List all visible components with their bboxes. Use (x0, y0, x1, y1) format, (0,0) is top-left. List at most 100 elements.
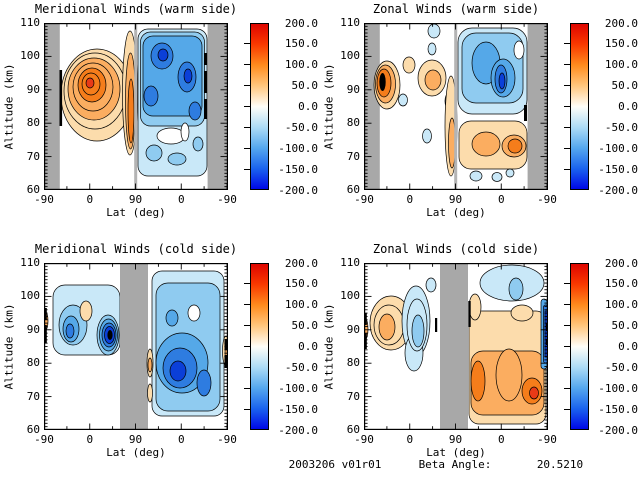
colorbar-tick-mark (244, 126, 250, 128)
panel-meridional-cold: Meridional Winds (cold side) Altitude (k… (0, 240, 320, 480)
colorbar-tick-label: 0.0 (298, 340, 318, 353)
footer-beta-angle-label: Beta Angle: (418, 458, 492, 471)
x-tick-label: 0 (86, 433, 94, 446)
y-tick-label: 90 (26, 322, 40, 336)
x-axis-label: Lat (deg) (426, 206, 486, 219)
y-tick-label: 60 (346, 423, 360, 436)
x-axis-label: Lat (deg) (106, 206, 166, 219)
colorbar-tick-label: 150.0 (284, 277, 318, 291)
colorbar-tick-label: -100.0 (278, 141, 318, 155)
y-tick-label: 100 (340, 49, 360, 63)
colorbar (250, 23, 269, 190)
contour-plot-meridional-cold (44, 263, 228, 430)
colorbar-tick-label: -150.0 (598, 402, 638, 416)
panel-zonal-warm: Zonal Winds (warm side) Altitude (km) (320, 0, 640, 240)
x-tick-label: 0 (497, 193, 505, 206)
x-axis-label: Lat (deg) (426, 446, 486, 459)
colorbar-tick-mark (244, 105, 250, 108)
y-tick-label: 110 (20, 256, 40, 269)
contour-svg (44, 263, 228, 430)
colorbar-tick-label: -150.0 (598, 162, 638, 176)
y-tick-label: 90 (26, 82, 40, 96)
colorbar-tick-mark (564, 366, 570, 368)
colorbar-tick-mark (564, 168, 570, 170)
colorbar-tick-label: 50.0 (291, 79, 319, 93)
colorbar-tick-mark (244, 64, 250, 66)
x-tick-label: -90 (217, 433, 237, 446)
panel-meridional-warm: Meridional Winds (warm side) Altitude (k… (0, 0, 320, 240)
y-tick-label: 60 (26, 423, 40, 436)
colorbar-tick-label: 150.0 (284, 37, 318, 51)
colorbar-tick-mark (564, 325, 570, 327)
colorbar-tick-mark (564, 408, 570, 410)
colorbar-tick-mark (244, 345, 250, 348)
colorbar-tick-label: -100.0 (598, 381, 638, 395)
y-tick-label: 70 (346, 149, 360, 163)
colorbar-tick-label: 50.0 (291, 319, 319, 333)
y-tick-label: 100 (340, 289, 360, 303)
colorbar-tick-label: -50.0 (604, 360, 638, 374)
colorbar-tick-label: -100.0 (278, 381, 318, 395)
colorbar-tick-label: 50.0 (611, 79, 639, 93)
x-tick-label: -90 (537, 433, 557, 446)
contour-plot-zonal-warm (364, 23, 548, 190)
x-tick-label: -90 (34, 433, 54, 446)
colorbar-tick-label: 100.0 (284, 58, 318, 72)
y-tick-label: 70 (346, 389, 360, 403)
colorbar-tick-label: -50.0 (604, 120, 638, 134)
y-tick-label: 60 (346, 183, 360, 196)
colorbar (570, 23, 589, 190)
x-tick-label: 0 (86, 193, 94, 206)
footer-beta-angle-value: 20.5210 (536, 458, 584, 471)
colorbar-tick-mark (564, 304, 570, 306)
colorbar-tick-label: -200.0 (598, 423, 638, 437)
colorbar-tick-label: 0.0 (618, 340, 638, 353)
y-tick-label: 90 (346, 322, 360, 336)
x-tick-label: -90 (217, 193, 237, 206)
colorbar-tick-label: -150.0 (278, 162, 318, 176)
panel-title: Meridional Winds (warm side) (34, 2, 238, 16)
y-tick-label: 80 (346, 356, 360, 370)
y-tick-label: 90 (346, 82, 360, 96)
y-tick-label: 70 (26, 389, 40, 403)
colorbar-tick-mark (244, 408, 250, 410)
x-tick-label: 90 (128, 193, 143, 206)
colorbar-tick-label: 200.0 (284, 256, 318, 270)
colorbar-tick-label: -200.0 (278, 423, 318, 437)
colorbar-tick-mark (564, 283, 570, 285)
colorbar-tick-label: -200.0 (278, 183, 318, 197)
colorbar-tick-mark (564, 64, 570, 66)
colorbar-tick-label: 0.0 (618, 100, 638, 113)
colorbar-tick-label: 50.0 (611, 319, 639, 333)
y-tick-label: 110 (340, 16, 360, 29)
contour-plot-meridional-warm (44, 23, 228, 190)
x-tick-label: -90 (354, 433, 374, 446)
colorbar-tick-label: -100.0 (598, 141, 638, 155)
colorbar-tick-label: 200.0 (284, 16, 318, 30)
y-tick-label: 70 (26, 149, 40, 163)
colorbar-tick-label: 0.0 (298, 100, 318, 113)
colorbar-tick-label: 150.0 (604, 37, 638, 51)
y-tick-label: 110 (340, 256, 360, 269)
contour-svg (44, 23, 228, 190)
colorbar (250, 263, 269, 430)
colorbar-tick-label: -150.0 (278, 402, 318, 416)
y-tick-label: 80 (26, 356, 40, 370)
colorbar-tick-label: 100.0 (604, 58, 638, 72)
colorbar (570, 263, 589, 430)
y-tick-label: 80 (26, 116, 40, 130)
colorbar-tick-mark (244, 147, 250, 149)
colorbar-tick-mark (564, 387, 570, 389)
colorbar-tick-mark (564, 126, 570, 128)
colorbar-tick-mark (244, 325, 250, 327)
colorbar-tick-label: 200.0 (604, 16, 638, 30)
colorbar-tick-mark (564, 147, 570, 149)
y-tick-label: 100 (20, 49, 40, 63)
colorbar-tick-label: -50.0 (284, 360, 318, 374)
footer-date-version: 2003206 v01r01 (288, 458, 382, 471)
x-axis-label: Lat (deg) (106, 446, 166, 459)
colorbar-tick-mark (244, 387, 250, 389)
x-tick-label: 90 (448, 433, 463, 446)
colorbar-tick-mark (244, 304, 250, 306)
